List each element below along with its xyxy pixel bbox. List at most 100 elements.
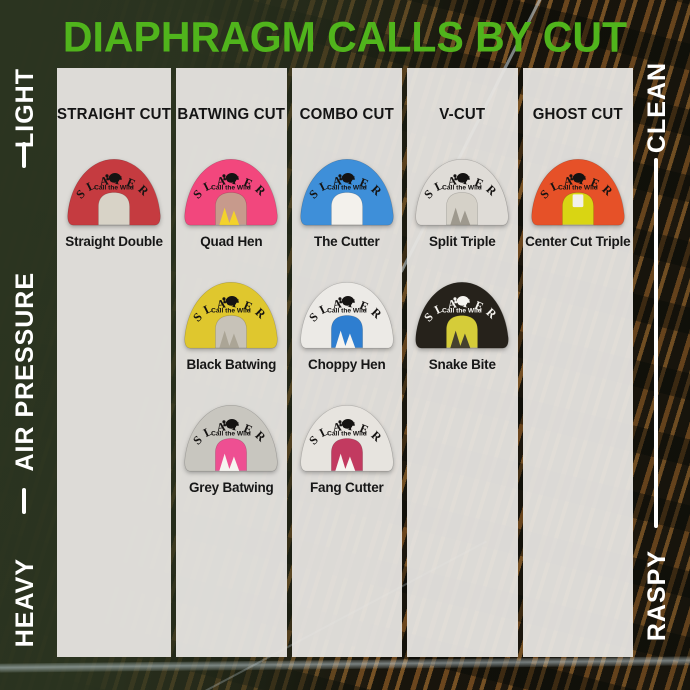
cut-column: V-CUT SLAYER Call the Wild Split Triple … — [407, 68, 518, 657]
product-card: SLAYER Call the Wild Grey Batwing — [176, 396, 286, 519]
call-latex — [560, 191, 596, 225]
latex-accent — [219, 453, 240, 472]
diaphragm-call-graphic: SLAYER Call the Wild — [184, 158, 278, 226]
call-tape — [184, 158, 278, 226]
latex-accent — [219, 207, 240, 226]
svg-text:Call the Wild: Call the Wild — [211, 431, 251, 438]
latex-accent — [450, 330, 471, 349]
diaphragm-call-graphic: SLAYER Call the Wild — [415, 281, 509, 349]
svg-text:Call the Wild: Call the Wild — [211, 308, 251, 315]
left-axis-title: AIR PRESSURE — [11, 272, 39, 472]
product-name: Grey Batwing — [188, 479, 274, 496]
turkey-icon — [222, 418, 240, 429]
diaphragm-call-image: SLAYER Call the Wild — [298, 273, 396, 355]
product-card: SLAYER Call the Wild Fang Cutter — [292, 396, 402, 519]
turkey-icon — [569, 172, 586, 183]
diaphragm-call-image: SLAYER Call the Wild — [182, 150, 280, 232]
latex-accent — [219, 330, 240, 349]
diaphragm-call-image: SLAYER Call the Wild — [182, 396, 280, 478]
call-tape — [300, 158, 394, 226]
call-tape — [415, 281, 509, 349]
page-title: DIAPHRAGM CALLS BY CUT — [62, 13, 628, 61]
left-axis-dash — [22, 142, 26, 168]
turkey-icon — [338, 418, 355, 429]
call-tape — [184, 404, 278, 472]
diaphragm-call-image: SLAYER Call the Wild — [413, 150, 511, 232]
product-card: SLAYER Call the Wild Center Cut Triple — [523, 150, 633, 273]
product-list: SLAYER Call the Wild Straight Double — [57, 150, 171, 273]
cut-column: COMBO CUT SLAYER Call the Wild The Cutte… — [291, 68, 403, 657]
turkey-icon — [222, 172, 240, 183]
turkey-icon — [105, 172, 122, 183]
diaphragm-call-graphic: SLAYER Call the Wild — [184, 281, 278, 349]
column-header: STRAIGHT CUT — [57, 105, 172, 124]
turkey-icon — [338, 172, 355, 183]
call-tape — [184, 281, 278, 349]
right-axis-clean-label: CLEAN — [643, 62, 671, 154]
product-card: SLAYER Call the Wild Split Triple — [407, 150, 517, 273]
call-tape — [300, 281, 394, 349]
svg-text:Call the Wild: Call the Wild — [211, 185, 251, 192]
cut-column: STRAIGHT CUT SLAYER Call the Wild Straig… — [57, 68, 172, 657]
diaphragm-call-graphic: SLAYER Call the Wild — [300, 158, 394, 226]
product-name: Split Triple — [428, 233, 496, 250]
turkey-icon — [453, 295, 471, 306]
product-name: Center Cut Triple — [525, 233, 631, 250]
product-name: Fang Cutter — [310, 479, 384, 496]
turkey-icon — [338, 295, 355, 306]
cut-column: BATWING CUT SLAYER Call the Wild Quad He… — [176, 68, 287, 657]
diaphragm-call-image: SLAYER Call the Wild — [182, 273, 280, 355]
product-name: Choppy Hen — [308, 356, 386, 373]
diaphragm-call-graphic: SLAYER Call the Wild — [67, 158, 161, 226]
latex-accent — [335, 453, 356, 472]
left-axis-light-label: LIGHT — [11, 68, 39, 148]
diaphragm-call-graphic: SLAYER Call the Wild — [300, 404, 394, 472]
product-card: SLAYER Call the Wild Choppy Hen — [292, 273, 402, 396]
product-list: SLAYER Call the Wild Quad Hen SLAYER Cal… — [176, 150, 286, 519]
cut-columns-container: STRAIGHT CUT SLAYER Call the Wild Straig… — [57, 68, 633, 657]
turkey-icon — [453, 172, 471, 183]
product-name: Black Batwing — [186, 356, 277, 373]
left-axis-heavy-label: HEAVY — [11, 558, 39, 648]
call-tape — [415, 158, 509, 226]
product-name: Straight Double — [65, 233, 163, 250]
svg-text:Call the Wild: Call the Wild — [327, 431, 367, 438]
product-list: SLAYER Call the Wild Center Cut Triple — [523, 150, 633, 273]
column-header: V-CUT — [439, 105, 486, 124]
product-name: Snake Bite — [428, 356, 496, 373]
diaphragm-call-image: SLAYER Call the Wild — [298, 396, 396, 478]
svg-text:Call the Wild: Call the Wild — [558, 185, 598, 192]
diaphragm-call-graphic: SLAYER Call the Wild — [184, 404, 278, 472]
product-card: SLAYER Call the Wild The Cutter — [292, 150, 402, 273]
left-axis-dash — [22, 488, 26, 514]
diaphragm-call-image: SLAYER Call the Wild — [65, 150, 163, 232]
product-card: SLAYER Call the Wild Black Batwing — [176, 273, 286, 396]
diaphragm-call-image: SLAYER Call the Wild — [298, 150, 396, 232]
svg-text:Call the Wild: Call the Wild — [327, 308, 367, 315]
diaphragm-call-graphic: SLAYER Call the Wild — [531, 158, 625, 226]
right-axis-line — [654, 158, 658, 528]
svg-text:Call the Wild: Call the Wild — [442, 308, 482, 315]
product-list: SLAYER Call the Wild Split Triple SLAYER… — [407, 150, 517, 396]
column-header: GHOST CUT — [532, 105, 623, 124]
call-tape — [531, 158, 625, 226]
diaphragm-call-image: SLAYER Call the Wild — [413, 273, 511, 355]
svg-text:Call the Wild: Call the Wild — [442, 185, 482, 192]
diaphragm-call-image: SLAYER Call the Wild — [529, 150, 627, 232]
product-card: SLAYER Call the Wild Quad Hen — [176, 150, 286, 273]
call-latex — [329, 191, 365, 225]
column-header: BATWING CUT — [177, 105, 286, 124]
cut-column: GHOST CUT SLAYER Call the Wild Center Cu… — [522, 68, 633, 657]
svg-text:Call the Wild: Call the Wild — [94, 185, 134, 192]
call-tape — [67, 158, 161, 226]
diaphragm-call-graphic: SLAYER Call the Wild — [300, 281, 394, 349]
center-tab — [572, 194, 584, 208]
turkey-icon — [222, 295, 240, 306]
latex-accent — [450, 207, 471, 226]
product-name: The Cutter — [314, 233, 380, 250]
column-header: COMBO CUT — [299, 105, 394, 124]
diaphragm-call-graphic: SLAYER Call the Wild — [415, 158, 509, 226]
svg-text:Call the Wild: Call the Wild — [327, 185, 367, 192]
product-card: SLAYER Call the Wild Straight Double — [57, 150, 171, 273]
